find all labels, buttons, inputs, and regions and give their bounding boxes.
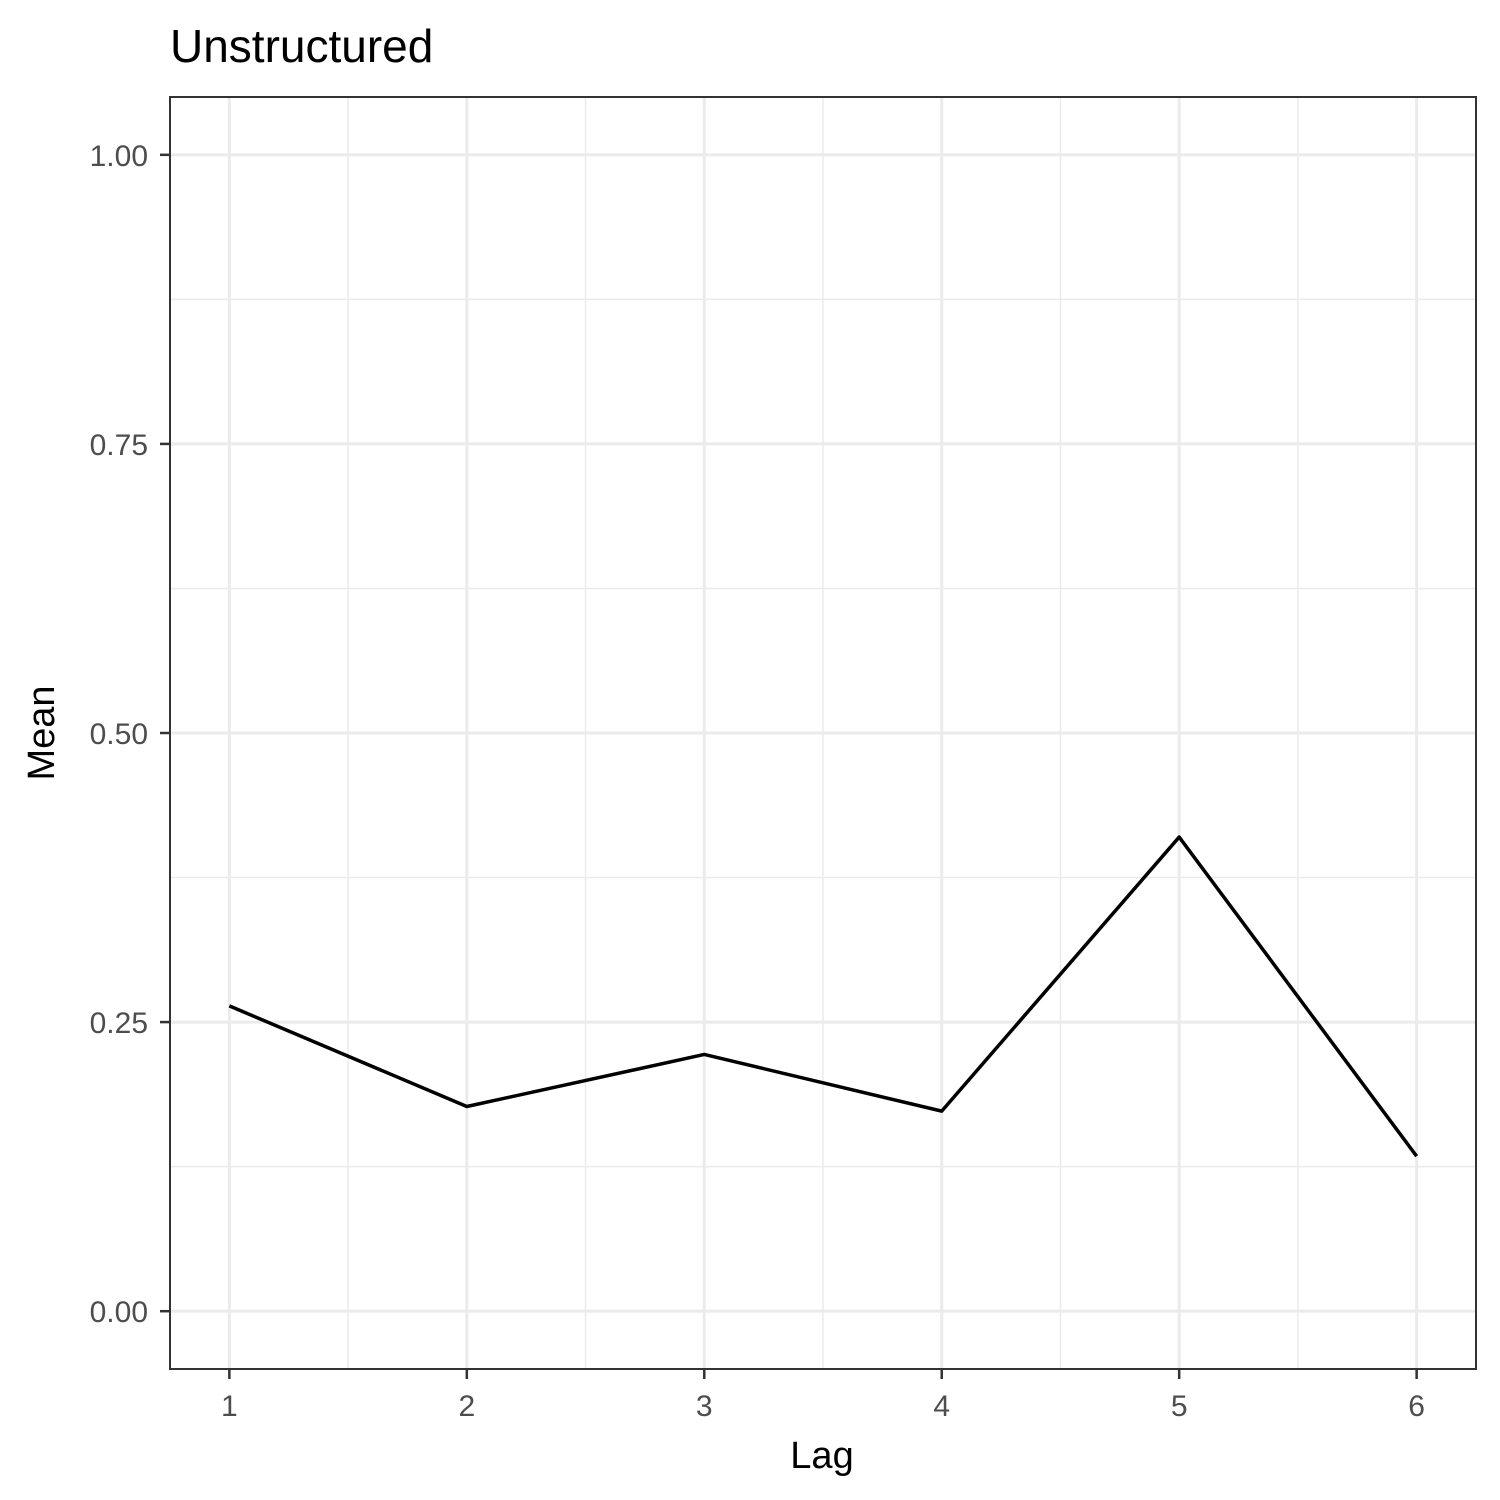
x-tick-label: 3 [696, 1390, 713, 1423]
x-tick-label: 4 [933, 1390, 950, 1423]
axis-ticks [160, 153, 1418, 1379]
x-tick-label: 6 [1408, 1390, 1425, 1423]
chart-title: Unstructured [170, 20, 433, 72]
tick-labels: 1 2 3 4 5 6 0.00 0.25 0.50 0.75 1.00 [90, 140, 1425, 1423]
series-line [228, 835, 1419, 1158]
x-axis-title: Lag [790, 1435, 853, 1477]
y-tick-label: 0.50 [90, 718, 148, 751]
y-tick-label: 0.25 [90, 1007, 148, 1040]
y-axis-title: Mean [21, 685, 63, 780]
x-tick-label: 5 [1171, 1390, 1188, 1423]
x-tick-label: 1 [221, 1390, 238, 1423]
x-tick-label: 2 [458, 1390, 475, 1423]
grid-lines [170, 97, 1476, 1369]
y-tick-label: 0.00 [90, 1296, 148, 1329]
y-tick-label: 1.00 [90, 140, 148, 173]
y-tick-label: 0.75 [90, 429, 148, 462]
